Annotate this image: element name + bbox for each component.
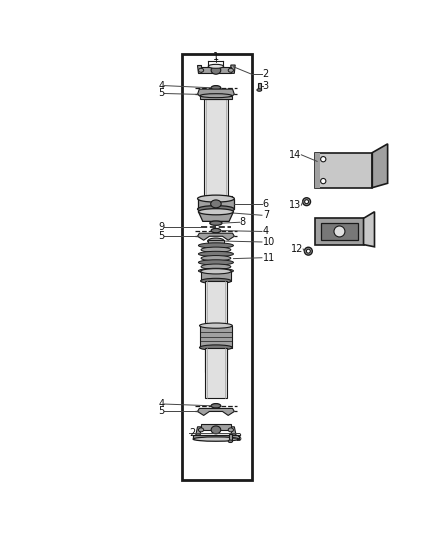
Ellipse shape — [208, 64, 223, 68]
Bar — [208, 240, 224, 244]
Ellipse shape — [211, 426, 221, 434]
Ellipse shape — [321, 157, 326, 162]
Ellipse shape — [198, 252, 233, 256]
Ellipse shape — [201, 264, 231, 269]
Ellipse shape — [198, 68, 204, 72]
Ellipse shape — [198, 268, 233, 273]
Text: 5: 5 — [158, 406, 164, 416]
Ellipse shape — [201, 255, 231, 261]
Ellipse shape — [200, 94, 232, 98]
Ellipse shape — [198, 428, 204, 432]
Polygon shape — [231, 65, 235, 74]
Ellipse shape — [198, 243, 233, 248]
Ellipse shape — [257, 88, 261, 91]
Ellipse shape — [201, 247, 231, 252]
Bar — [200, 96, 232, 99]
Text: 8: 8 — [240, 217, 246, 227]
Polygon shape — [198, 233, 234, 240]
Ellipse shape — [193, 437, 239, 441]
Bar — [315, 219, 364, 245]
Text: 5: 5 — [158, 88, 164, 99]
Bar — [201, 67, 231, 74]
Ellipse shape — [303, 198, 311, 206]
Text: 1: 1 — [213, 52, 219, 62]
Ellipse shape — [211, 229, 221, 233]
Ellipse shape — [201, 278, 231, 284]
Bar — [200, 197, 232, 200]
Text: 4: 4 — [158, 80, 164, 91]
Bar — [258, 83, 261, 90]
Text: 2: 2 — [189, 428, 195, 438]
Text: 4: 4 — [263, 227, 269, 237]
Polygon shape — [197, 65, 201, 74]
Bar — [201, 424, 231, 430]
Bar — [315, 152, 372, 188]
Ellipse shape — [199, 345, 232, 350]
Bar — [204, 99, 228, 197]
Ellipse shape — [198, 260, 233, 265]
Polygon shape — [196, 427, 201, 435]
Bar — [321, 223, 358, 240]
Ellipse shape — [211, 86, 221, 90]
Ellipse shape — [321, 179, 326, 184]
Text: 4: 4 — [158, 399, 164, 409]
Bar — [193, 435, 239, 439]
Text: 9: 9 — [158, 222, 164, 232]
Polygon shape — [198, 212, 233, 221]
Text: 5: 5 — [158, 231, 164, 241]
Text: 11: 11 — [263, 253, 275, 263]
Ellipse shape — [306, 249, 310, 253]
Ellipse shape — [200, 198, 232, 202]
Bar — [205, 348, 227, 398]
Text: 3: 3 — [263, 81, 269, 91]
Text: 3: 3 — [236, 433, 242, 443]
Polygon shape — [198, 408, 234, 415]
Bar — [201, 271, 231, 281]
Text: 6: 6 — [263, 199, 269, 209]
Ellipse shape — [228, 428, 233, 432]
Ellipse shape — [228, 440, 233, 442]
Bar — [182, 54, 252, 480]
Ellipse shape — [334, 226, 345, 237]
Ellipse shape — [201, 269, 231, 274]
Polygon shape — [372, 144, 388, 188]
Bar — [315, 152, 320, 188]
Ellipse shape — [198, 209, 233, 215]
Ellipse shape — [211, 200, 221, 208]
Polygon shape — [231, 427, 236, 435]
Ellipse shape — [304, 200, 308, 204]
Text: 14: 14 — [289, 150, 301, 160]
Ellipse shape — [228, 68, 233, 72]
Polygon shape — [364, 212, 374, 247]
Text: 10: 10 — [263, 237, 275, 247]
Text: 2: 2 — [262, 69, 268, 79]
Text: 12: 12 — [291, 244, 303, 254]
Text: 7: 7 — [263, 210, 269, 220]
Polygon shape — [198, 89, 234, 99]
Ellipse shape — [211, 403, 221, 408]
Bar — [205, 281, 227, 372]
Ellipse shape — [198, 206, 234, 213]
Bar — [229, 434, 232, 441]
Text: 13: 13 — [289, 200, 301, 210]
Ellipse shape — [198, 195, 234, 202]
Ellipse shape — [210, 221, 222, 225]
Bar — [200, 326, 232, 348]
Ellipse shape — [211, 66, 221, 74]
Ellipse shape — [304, 247, 312, 255]
Ellipse shape — [208, 238, 224, 244]
Bar — [198, 199, 234, 209]
Ellipse shape — [199, 323, 232, 328]
